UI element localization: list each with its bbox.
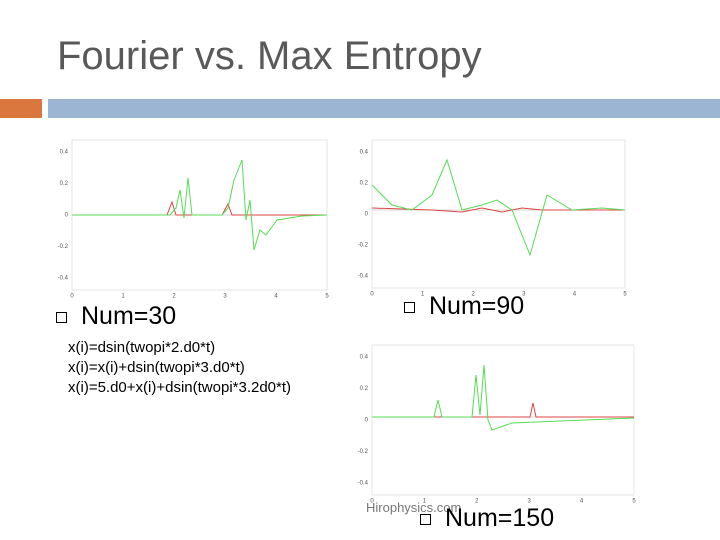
- code-line: x(i)=x(i)+dsin(twopi*3.d0*t): [68, 359, 245, 376]
- bullet-text: Num=150: [445, 504, 555, 532]
- bullet: Num=150: [420, 504, 554, 533]
- x-tick-label: 1: [121, 294, 125, 300]
- plot: 0.4 0.2 0 -0.2 -0.4 0 1 2 3 4 5: [358, 139, 627, 298]
- y-tick-label: 0.2: [60, 181, 69, 187]
- x-tick-label: 2: [172, 294, 176, 300]
- x-tick-label: 3: [528, 499, 532, 505]
- y-tick-label: -0.2: [358, 449, 369, 455]
- x-tick-label: 0: [370, 499, 374, 505]
- x-tick-label: 5: [632, 499, 636, 505]
- x-tick-label: 4: [573, 292, 577, 298]
- y-tick-label: 0.2: [360, 181, 369, 187]
- y-tick-label: -0.4: [358, 274, 369, 280]
- y-tick-label: 0: [65, 213, 69, 219]
- y-tick-label: -0.4: [358, 481, 369, 487]
- x-tick-label: 1: [421, 292, 425, 298]
- code-block: x(i)=dsin(twopi*2.d0*t) x(i)=x(i)+dsin(t…: [68, 338, 291, 398]
- x-tick-label: 0: [370, 292, 374, 298]
- footer: Hirophysics.com: [366, 500, 462, 515]
- bullet-text: Num=30: [81, 302, 177, 330]
- bullet-text: Num=90: [429, 292, 525, 320]
- y-tick-label: -0.2: [358, 243, 369, 249]
- x-tick-label: 4: [274, 294, 278, 300]
- y-tick-label: -0.4: [58, 276, 69, 282]
- slide-title: Fourier vs. Max Entropy: [57, 34, 482, 78]
- y-tick-label: 0.4: [360, 150, 369, 156]
- x-tick-label: 3: [522, 292, 526, 298]
- y-tick-label: 0: [365, 418, 369, 424]
- y-tick-label: 0.4: [60, 150, 69, 156]
- y-tick-label: 0: [365, 212, 369, 218]
- y-tick-label: -0.2: [58, 244, 69, 250]
- header-bar: [48, 99, 720, 118]
- x-tick-label: 4: [580, 499, 584, 505]
- plot: 0.4 0.2 0 -0.2 -0.4 0 1 2 3 4 5: [358, 344, 636, 505]
- y-tick-label: 0.4: [360, 355, 369, 361]
- x-tick-label: 3: [223, 294, 227, 300]
- code-line: x(i)=5.d0+x(i)+dsin(twopi*3.2d0*t): [68, 379, 292, 396]
- bullet: Num=30: [56, 302, 176, 331]
- y-tick-label: 0.2: [360, 386, 369, 392]
- x-tick-label: 5: [623, 292, 627, 298]
- accent-bar: [0, 99, 42, 118]
- x-tick-label: 1: [423, 499, 427, 505]
- x-tick-label: 5: [325, 294, 329, 300]
- code-line: x(i)=dsin(twopi*2.d0*t): [68, 339, 216, 356]
- x-tick-label: 2: [475, 499, 479, 505]
- bullet: Num=90: [404, 292, 524, 321]
- x-tick-label: 2: [472, 292, 476, 298]
- x-tick-label: 0: [70, 294, 74, 300]
- plot: 0.4 0.2 0 -0.2 -0.4 0 1 2 3 4 5: [58, 139, 329, 300]
